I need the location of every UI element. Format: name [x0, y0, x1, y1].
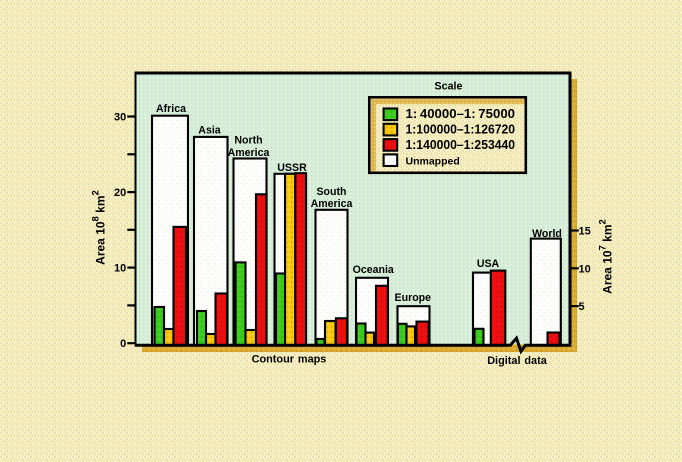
- svg-text:15: 15: [579, 226, 591, 238]
- svg-text:Unmapped: Unmapped: [406, 155, 460, 167]
- svg-text:Europe: Europe: [395, 292, 432, 304]
- svg-text:Africa: Africa: [156, 103, 186, 115]
- svg-text:5: 5: [579, 301, 585, 313]
- svg-text:Area 108 km2: Area 108 km2: [91, 190, 108, 265]
- svg-text:Area 107 km2: Area 107 km2: [598, 219, 615, 294]
- svg-text:South: South: [316, 186, 346, 198]
- svg-text:World: World: [532, 228, 562, 240]
- svg-text:USSR: USSR: [277, 162, 307, 174]
- svg-text:America: America: [228, 147, 270, 159]
- svg-text:1:140000–1:253440: 1:140000–1:253440: [406, 137, 516, 152]
- svg-text:Scale: Scale: [435, 81, 463, 93]
- svg-text:1:100000–1:126720: 1:100000–1:126720: [406, 122, 516, 137]
- svg-text:1: 40000–1: 75000: 1: 40000–1: 75000: [406, 106, 516, 121]
- svg-text:30: 30: [114, 112, 126, 124]
- svg-text:North: North: [234, 134, 262, 146]
- svg-text:10: 10: [114, 263, 126, 275]
- svg-text:Oceania: Oceania: [353, 264, 394, 276]
- svg-text:Digital data: Digital data: [487, 355, 548, 367]
- svg-text:10: 10: [579, 263, 591, 275]
- svg-text:USA: USA: [477, 258, 500, 270]
- svg-text:20: 20: [114, 187, 126, 199]
- svg-text:0: 0: [120, 338, 126, 350]
- svg-text:America: America: [311, 198, 353, 210]
- svg-text:Contour maps: Contour maps: [252, 353, 327, 365]
- svg-text:Asia: Asia: [198, 125, 220, 137]
